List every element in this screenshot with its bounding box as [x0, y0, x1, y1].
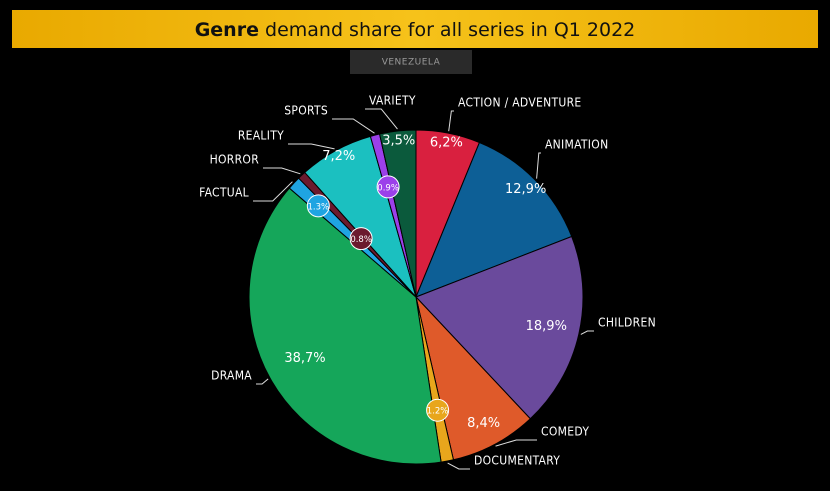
leader-line: [332, 118, 375, 134]
category-label: ACTION / ADVENTURE: [458, 96, 582, 110]
subtitle-box: [350, 50, 472, 74]
leader-line: [263, 167, 301, 175]
category-label: COMEDY: [541, 425, 589, 439]
chart-title: Genre demand share for all series in Q1 …: [195, 19, 636, 41]
value-badge: [426, 398, 450, 422]
leader-line: [495, 439, 537, 447]
leader-line: [536, 152, 541, 179]
pie-slice: [415, 235, 584, 420]
category-label: REALITY: [238, 129, 284, 143]
category-label: VARIETY: [369, 94, 416, 108]
value-label: 18,9%: [526, 319, 567, 334]
value-label: 3,5%: [382, 133, 415, 148]
value-label: 1.3%: [308, 202, 330, 212]
value-label: 0.9%: [377, 183, 399, 193]
category-label: SPORTS: [284, 104, 328, 118]
value-label: 7,2%: [322, 149, 355, 164]
leader-line: [253, 181, 293, 202]
category-label: HORROR: [210, 153, 260, 167]
leader-line: [580, 330, 594, 335]
category-label: FACTUAL: [199, 186, 249, 200]
title-band: [12, 10, 818, 48]
leader-line: [288, 143, 335, 150]
value-label: 38,7%: [284, 351, 325, 366]
pie-slice: [415, 141, 573, 298]
category-label: DOCUMENTARY: [474, 454, 560, 468]
leader-line: [256, 378, 269, 385]
leader-line: [448, 110, 454, 132]
leader-line: [447, 462, 470, 470]
leader-line: [365, 108, 398, 130]
category-label: DRAMA: [211, 369, 252, 383]
value-label: 12,9%: [505, 182, 546, 197]
value-label: 1.2%: [427, 407, 449, 417]
value-label: 6,2%: [430, 135, 463, 150]
category-label: CHILDREN: [598, 316, 656, 330]
pie-slice: [248, 187, 442, 465]
category-label: ANIMATION: [545, 138, 608, 152]
value-badge: [376, 175, 400, 199]
value-badge: [349, 227, 373, 251]
value-label: 8,4%: [467, 416, 500, 431]
chart-subtitle: VENEZUELA: [382, 58, 441, 68]
pie-slice: [378, 129, 417, 298]
value-badge: [306, 194, 330, 218]
value-label: 0.8%: [350, 235, 372, 245]
